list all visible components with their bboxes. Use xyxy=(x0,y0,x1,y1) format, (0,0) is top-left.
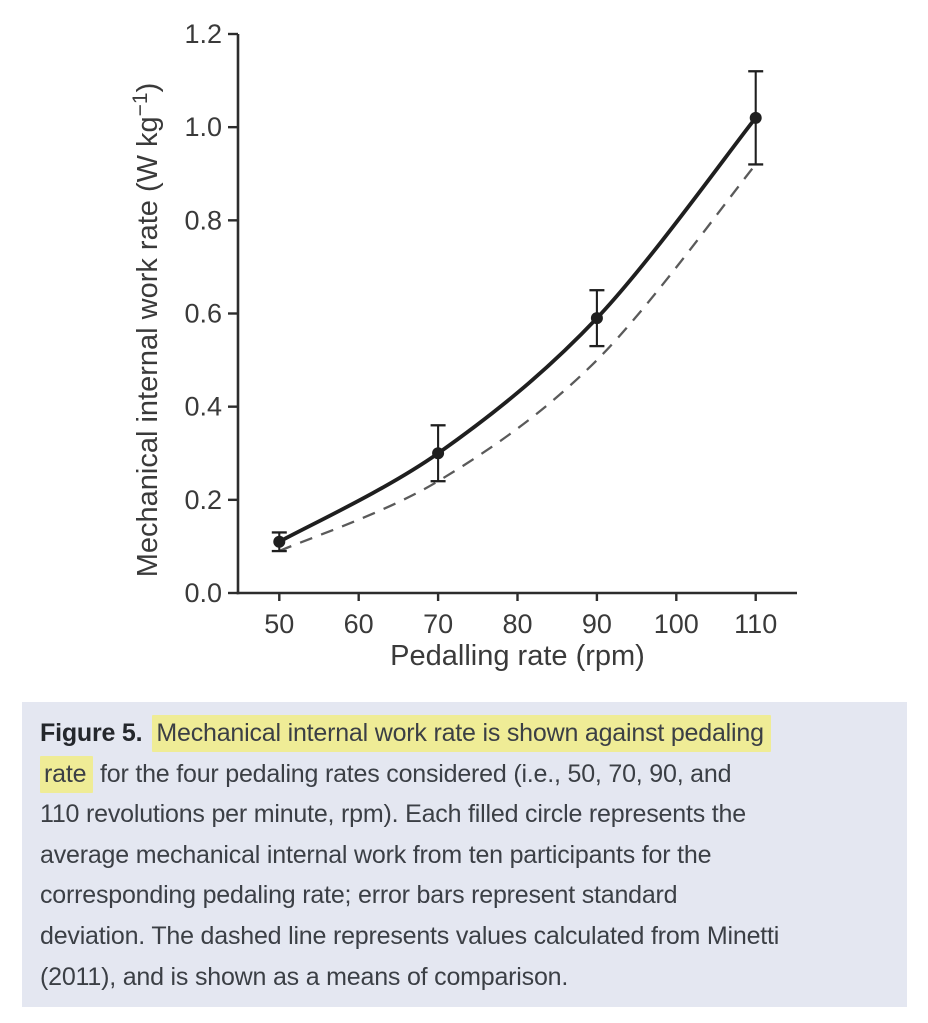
chart-canvas: 0.0 0.2 0.4 0.6 0.8 1.0 1.2 50 60 70 80 90 100 110 Ped… xyxy=(129,19,797,672)
y-tick-label: 1.0 xyxy=(184,112,222,142)
caption-text: corresponding pedaling rate; error bars … xyxy=(40,881,678,910)
x-tick-label: 80 xyxy=(502,609,532,639)
solid-series-line xyxy=(277,115,758,544)
caption-figure-label: Figure 5. xyxy=(40,719,143,747)
caption-text: 110 revolutions per minute, rpm). Each f… xyxy=(40,800,746,829)
caption-line: average mechanical internal work from te… xyxy=(40,835,893,876)
caption-text: (2011), and is shown as a means of compa… xyxy=(40,962,569,991)
caption-line: (2011), and is shown as a means of compa… xyxy=(40,957,893,998)
caption-text: average mechanical internal work from te… xyxy=(40,840,712,869)
caption-line: deviation. The dashed line represents va… xyxy=(40,916,893,957)
x-tick-label: 100 xyxy=(654,609,699,639)
data-point-marker xyxy=(273,535,286,548)
y-tick-label: 0.2 xyxy=(184,485,222,515)
y-tick-label: 0.8 xyxy=(184,205,222,235)
caption-line: 110 revolutions per minute, rpm). Each f… xyxy=(40,794,893,835)
caption-line: rate for the four pedaling rates conside… xyxy=(40,754,893,795)
figure-caption: Figure 5. Mechanical internal work rate i… xyxy=(22,702,907,1007)
data-point-marker xyxy=(590,312,603,325)
y-axis-title: Mechanical internal work rate (W kg−1) xyxy=(129,83,164,578)
y-tick-label: 0.4 xyxy=(184,392,222,422)
y-tick-label: 0.6 xyxy=(184,299,222,329)
x-tick-label: 50 xyxy=(264,609,294,639)
caption-text: for the four pedaling rates considered (… xyxy=(93,759,732,788)
dashed-series-line xyxy=(278,163,757,553)
x-tick-label: 70 xyxy=(423,609,453,639)
internal-work-rate-chart: 0.0 0.2 0.4 0.6 0.8 1.0 1.2 50 60 70 80 90 100 110 Ped… xyxy=(129,19,797,672)
caption-line: Figure 5. Mechanical internal work rate i… xyxy=(40,713,893,754)
caption-highlight: rate xyxy=(40,755,94,793)
x-axis-title: Pedalling rate (rpm) xyxy=(390,640,645,672)
caption-highlight: Mechanical internal work rate is shown a… xyxy=(152,715,771,752)
data-point-marker xyxy=(749,111,762,124)
x-tick-label: 110 xyxy=(734,609,777,639)
x-tick-label: 60 xyxy=(344,609,374,639)
caption-line: corresponding pedaling rate; error bars … xyxy=(40,875,893,916)
caption-text: deviation. The dashed line represents va… xyxy=(40,921,780,950)
y-tick-label: 1.2 xyxy=(184,19,222,49)
y-tick-label: 0.0 xyxy=(184,578,222,608)
data-point-marker xyxy=(432,447,445,460)
x-tick-label: 90 xyxy=(582,609,612,639)
